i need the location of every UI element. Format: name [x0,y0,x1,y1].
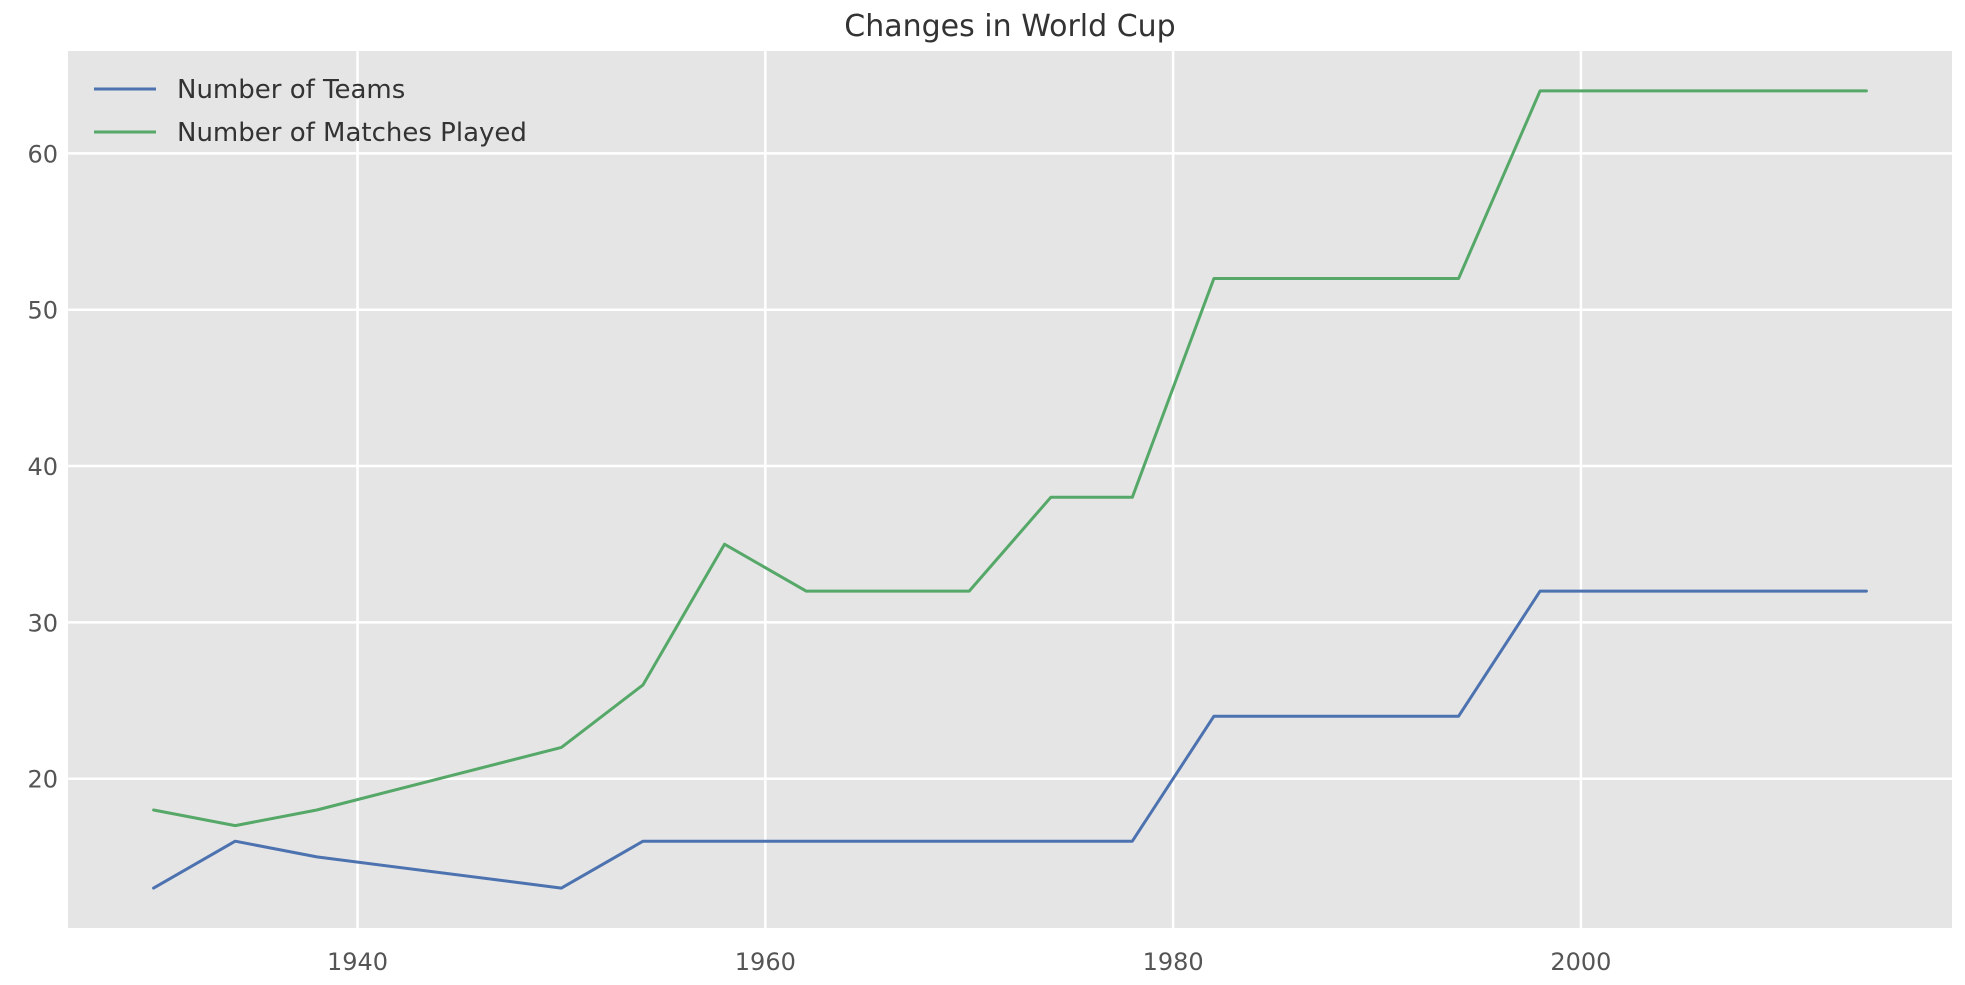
legend: Number of Teams Number of Matches Played [94,75,527,148]
y-tick-label: 60 [27,140,58,168]
x-tick-label: 1960 [735,948,796,976]
grid-lines [68,51,1952,928]
y-tick-label: 50 [27,297,58,325]
x-tick-label: 1940 [327,948,388,976]
axis-ticks: 1940 1960 1980 2000 20 30 40 50 60 [27,140,1611,976]
legend-label: Number of Teams [177,75,405,105]
y-tick-label: 40 [27,453,58,481]
plot-background [68,51,1952,928]
series-line-2 [152,89,1868,828]
y-tick-label: 30 [27,609,58,637]
x-tick-label: 2000 [1550,948,1611,976]
x-tick-label: 1980 [1143,948,1204,976]
series-lines [152,89,1868,890]
chart-title: Changes in World Cup [844,9,1175,44]
legend-label: Number of Matches Played [177,118,527,148]
y-tick-label: 20 [27,766,58,794]
series-line-1 [152,589,1868,890]
